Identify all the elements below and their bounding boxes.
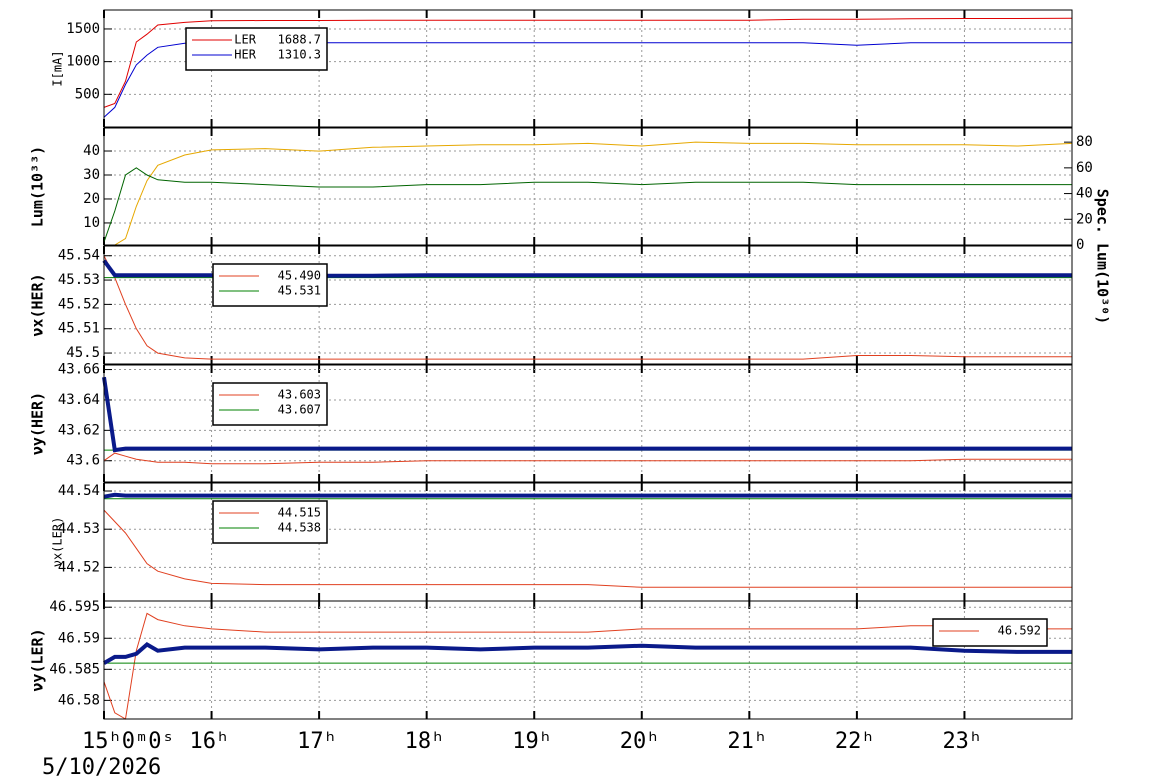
legend-box [212, 382, 328, 426]
y-tick-label: 44.53 [58, 521, 100, 537]
legend-label: 44.515 [278, 506, 321, 520]
series-line [103, 167, 1072, 243]
y-tick-label: 1000 [66, 54, 100, 70]
x-tick-label: 19ʰ [512, 729, 552, 754]
legend-box [212, 263, 328, 307]
legend-box [185, 27, 328, 71]
series-line [103, 642, 1072, 665]
x-tick-label: 21ʰ [727, 729, 767, 754]
y-tick-label: 45.54 [58, 248, 100, 264]
y-tick-label: 45.52 [58, 296, 100, 312]
y-tick-label: 46.585 [49, 661, 100, 677]
y2-tick-label: 80 [1076, 134, 1093, 150]
legend-label: 43.603 [278, 388, 321, 402]
x-tick-label: 17ʰ [297, 729, 337, 754]
panel-frame [103, 245, 1073, 365]
legend-label: 45.490 [278, 269, 321, 283]
panel-frame [103, 127, 1073, 246]
y2-tick-label: 20 [1076, 211, 1093, 227]
y-tick-label: 45.5 [66, 345, 100, 361]
y2-tick-label: 0 [1076, 237, 1084, 253]
y-tick-label: 44.54 [58, 483, 100, 499]
y-axis-label: νx(HER) [29, 273, 47, 336]
y-tick-label: 40 [83, 143, 100, 159]
legend-box [212, 500, 328, 544]
y-axis-label: Lum(10³³) [29, 146, 47, 227]
series-line [103, 452, 1072, 465]
y-tick-label: 500 [75, 86, 100, 102]
panel-frame [103, 600, 1073, 720]
y2-tick-label: 60 [1076, 160, 1093, 176]
series-line [102, 259, 1072, 278]
legend-label: LER 1688.7 [234, 33, 321, 47]
y-tick-label: 43.6 [66, 453, 100, 469]
series-line [102, 376, 1072, 453]
y-axis-label: νx(LER) [51, 517, 65, 568]
legend-label: 46.592 [998, 624, 1041, 638]
y-tick-label: 46.595 [49, 599, 100, 615]
y2-tick-label: 40 [1076, 186, 1093, 202]
panel-frame [103, 364, 1073, 483]
legend-label: HER 1310.3 [234, 48, 321, 62]
y2-axis-label: Spec. Lum(10³⁰) [1094, 189, 1112, 324]
legend-label: 43.607 [278, 403, 321, 417]
y-axis-label: νy(LER) [29, 628, 47, 691]
x-tick-label: 22ʰ [835, 729, 875, 754]
y-tick-label: 10 [83, 215, 100, 231]
legend-label: 45.531 [278, 284, 321, 298]
y-tick-label: 20 [83, 191, 100, 207]
x-tick-label: 18ʰ [405, 729, 445, 754]
series-line [103, 509, 1072, 588]
panel-frame [103, 9, 1073, 128]
series-line [103, 255, 1072, 360]
y-tick-label: 43.62 [58, 422, 100, 438]
y-tick-label: 1500 [66, 21, 100, 37]
legend-box [932, 618, 1048, 647]
series-line [104, 141, 1073, 246]
x-tick-label: 23ʰ [942, 729, 982, 754]
y-tick-label: 45.51 [58, 321, 100, 337]
x-tick-label: 20ʰ [620, 729, 660, 754]
y-axis-label: I[mA] [51, 50, 65, 86]
y-tick-label: 43.66 [58, 362, 100, 378]
series-line [103, 492, 1072, 499]
series-line [103, 612, 1072, 720]
date-label: 5/10/2026 [42, 755, 161, 780]
x-tick-label: 15ʰ0ᵐ0ˢ [82, 729, 175, 754]
x-tick-label: 16ʰ [190, 729, 230, 754]
series-line [103, 42, 1072, 118]
y-tick-label: 45.53 [58, 272, 100, 288]
y-tick-label: 30 [83, 167, 100, 183]
y-tick-label: 44.52 [58, 559, 100, 575]
y-axis-label: νy(HER) [29, 392, 47, 455]
legend-label: 44.538 [278, 521, 321, 535]
y-tick-label: 43.64 [58, 392, 100, 408]
series-line [103, 17, 1073, 108]
y-tick-label: 46.59 [58, 630, 100, 646]
y-tick-label: 46.58 [58, 692, 100, 708]
